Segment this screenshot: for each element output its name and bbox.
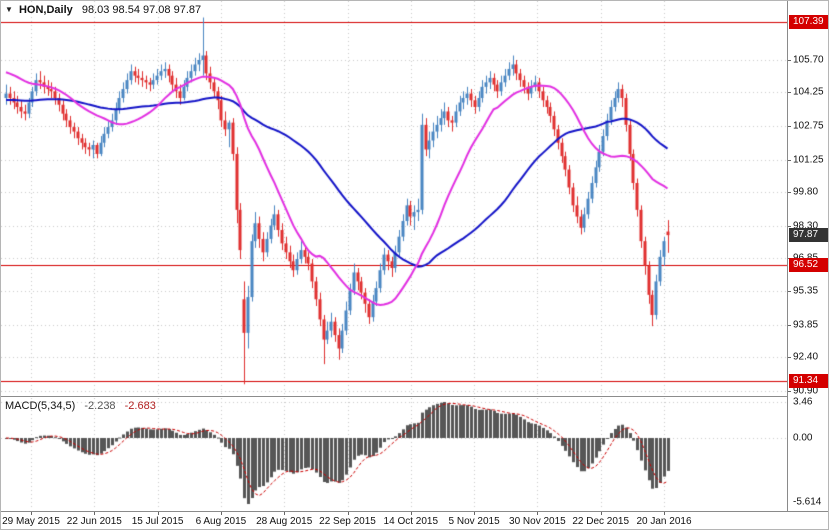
- date-label: 30 Nov 2015: [509, 516, 566, 527]
- price-tick-label: 102.75: [793, 120, 824, 132]
- axis-tick: [788, 226, 791, 227]
- axis-tick: [788, 126, 791, 127]
- date-label: 28 Aug 2015: [256, 516, 313, 527]
- main-price-chart[interactable]: [1, 1, 787, 395]
- axis-tick: [788, 325, 791, 326]
- price-tick-label: 101.25: [793, 154, 824, 166]
- price-axis[interactable]: 105.70104.25102.75101.2599.8098.3096.859…: [787, 1, 828, 511]
- price-level-badge: 91.34: [789, 374, 828, 389]
- macd-tick-label: 3.46: [793, 396, 813, 408]
- axis-tick: [158, 512, 159, 515]
- axis-tick: [788, 60, 791, 61]
- axis-tick: [31, 512, 32, 515]
- axis-tick: [788, 160, 791, 161]
- macd-name-label: MACD(5,34,5): [5, 400, 76, 412]
- axis-tick: [411, 512, 412, 515]
- date-label: 6 Aug 2015: [195, 516, 247, 527]
- date-label: 5 Nov 2015: [448, 516, 500, 527]
- date-label: 22 Jun 2015: [66, 516, 122, 527]
- macd-tick-label: -5.614: [793, 496, 822, 508]
- axis-tick: [788, 391, 791, 392]
- axis-tick: [788, 357, 791, 358]
- axis-tick: [221, 512, 222, 515]
- date-label: 14 Oct 2015: [383, 516, 439, 527]
- price-level-badge: 96.52: [789, 258, 828, 273]
- price-tick-label: 104.25: [793, 86, 824, 98]
- symbol-dropdown-icon[interactable]: ▼: [5, 5, 13, 14]
- axis-tick: [474, 512, 475, 515]
- price-tick-label: 92.40: [793, 351, 819, 363]
- macd-signal-value: -2.683: [124, 400, 156, 412]
- symbol-timeframe-label: HON,Daily: [18, 4, 73, 16]
- macd-tick-label: 0.00: [793, 432, 813, 444]
- axis-tick: [788, 291, 791, 292]
- time-axis[interactable]: 29 May 2015 22 Jun 2015 15 Jul 2015 6 Aug 2…: [1, 511, 828, 529]
- macd-indicator-header: MACD(5,34,5) -2.238 -2.683: [5, 400, 156, 412]
- price-tick-label: 95.35: [793, 285, 819, 297]
- price-level-badge: 107.39: [789, 15, 828, 30]
- axis-tick: [348, 512, 349, 515]
- price-tick-label: 99.80: [793, 186, 819, 198]
- date-label: 29 May 2015: [2, 516, 60, 527]
- axis-tick: [601, 512, 602, 515]
- price-tick-label: 96.85: [788, 252, 828, 263]
- price-tick-label: 105.70: [793, 54, 824, 66]
- chart-header: ▼ HON,Daily 98.03 98.54 97.08 97.87: [5, 4, 201, 16]
- date-label: 22 Sep 2015: [319, 516, 376, 527]
- axis-tick: [788, 192, 791, 193]
- ohlc-values-label: 98.03 98.54 97.08 97.87: [81, 4, 202, 16]
- axis-tick: [284, 512, 285, 515]
- macd-main-value: -2.238: [84, 400, 116, 412]
- macd-indicator-chart[interactable]: [1, 398, 787, 510]
- panel-splitter[interactable]: [1, 396, 828, 397]
- price-tick-label: 93.85: [793, 319, 819, 331]
- axis-tick: [664, 512, 665, 515]
- date-label: 15 Jul 2015: [131, 516, 184, 527]
- current-price-badge: 97.87: [789, 228, 828, 243]
- date-label: 22 Dec 2015: [572, 516, 630, 527]
- axis-tick: [94, 512, 95, 515]
- price-tick-label: 90.90: [793, 385, 819, 397]
- date-label: 20 Jan 2016: [636, 516, 692, 527]
- axis-tick: [788, 92, 791, 93]
- price-tick-label: 98.30: [793, 220, 819, 231]
- axis-tick: [537, 512, 538, 515]
